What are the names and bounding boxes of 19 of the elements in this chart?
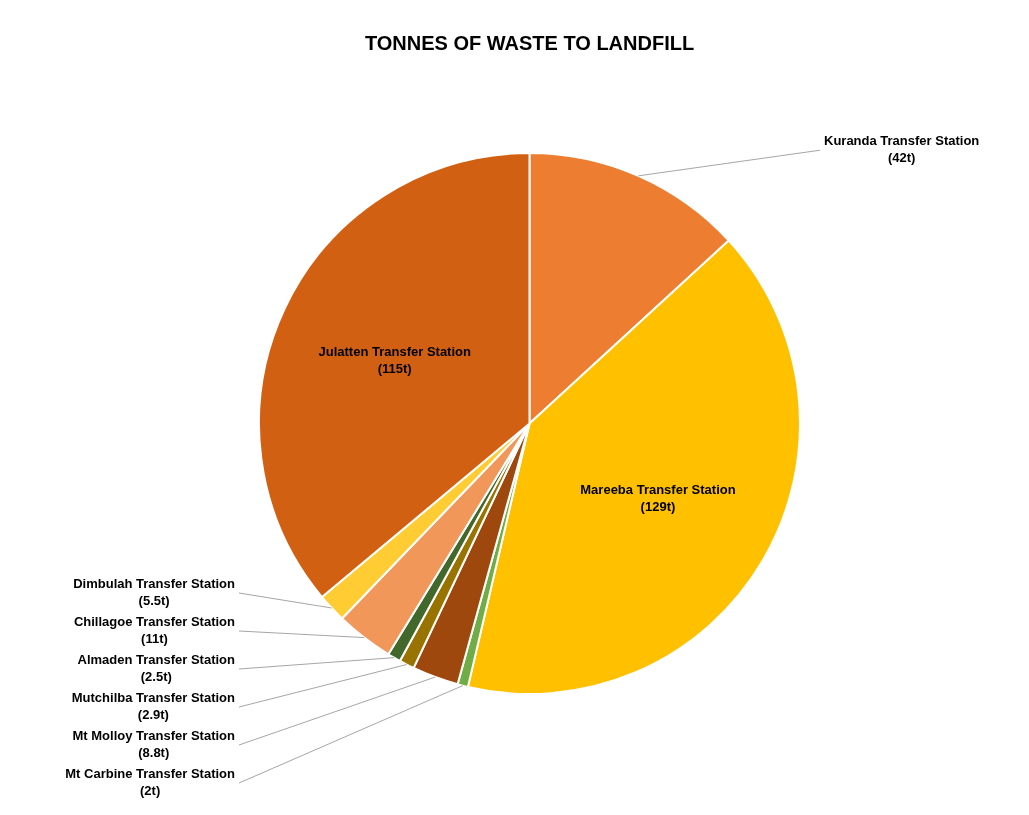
- data-label: (42t): [887, 150, 916, 166]
- data-label: (115t): [377, 360, 412, 376]
- slice-label: Kuranda Transfer Station: [824, 133, 980, 149]
- slice-label: Almaden Transfer Station: [77, 652, 236, 668]
- slice-label: Dimbulah Transfer Station: [73, 576, 236, 592]
- data-label: (129t): [640, 498, 676, 514]
- data-label: (2.5t): [140, 669, 172, 685]
- slice-label: Chillagoe Transfer Station: [73, 614, 236, 630]
- data-label: (2t): [140, 783, 161, 799]
- slice-label: Mutchilba Transfer Station: [71, 690, 236, 706]
- slice-label: Mt Molloy Transfer Station: [72, 728, 236, 744]
- slice-label: Mt Carbine Transfer Station: [65, 766, 236, 782]
- slice-label: Mareeba Transfer Station: [580, 481, 736, 497]
- chart-title: TONNES OF WASTE TO LANDFILL: [364, 31, 695, 54]
- data-label: (2.9t): [137, 707, 169, 723]
- data-label: (5.5t): [138, 593, 170, 609]
- data-label: (8.8t): [138, 745, 170, 761]
- slice-label: Julatten Transfer Station: [318, 343, 471, 359]
- data-label: (11t): [141, 631, 168, 647]
